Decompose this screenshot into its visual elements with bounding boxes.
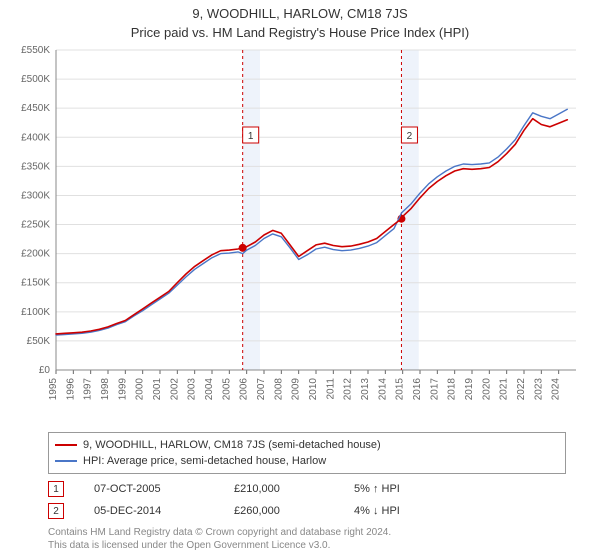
svg-text:2: 2 xyxy=(407,131,413,142)
legend-item: HPI: Average price, semi-detached house,… xyxy=(55,453,559,469)
event-date: 05-DEC-2014 xyxy=(94,505,204,517)
events-table: 1 07-OCT-2005 £210,000 5% ↑ HPI 2 05-DEC-2014… xyxy=(48,478,552,522)
svg-text:1995: 1995 xyxy=(48,378,59,401)
legend-swatch xyxy=(55,444,77,446)
svg-text:2015: 2015 xyxy=(395,378,406,401)
svg-text:2006: 2006 xyxy=(239,378,250,401)
legend-box: 9, WOODHILL, HARLOW, CM18 7JS (semi-deta… xyxy=(48,432,566,474)
svg-text:2023: 2023 xyxy=(533,378,544,401)
svg-text:2008: 2008 xyxy=(273,378,284,401)
legend-swatch xyxy=(55,460,77,462)
svg-text:2014: 2014 xyxy=(377,378,388,401)
footnote-line2: This data is licensed under the Open Gov… xyxy=(48,539,552,552)
svg-text:2004: 2004 xyxy=(204,378,215,401)
svg-text:£500K: £500K xyxy=(21,74,50,85)
svg-text:1998: 1998 xyxy=(100,378,111,401)
svg-text:2011: 2011 xyxy=(325,378,336,400)
svg-text:£100K: £100K xyxy=(21,307,50,318)
legend-label: HPI: Average price, semi-detached house,… xyxy=(83,453,326,469)
svg-text:2017: 2017 xyxy=(429,378,440,401)
svg-text:2016: 2016 xyxy=(412,378,423,401)
svg-text:2009: 2009 xyxy=(291,378,302,401)
event-badge: 1 xyxy=(48,481,64,497)
svg-text:1997: 1997 xyxy=(83,378,94,401)
footnote: Contains HM Land Registry data © Crown c… xyxy=(48,526,552,552)
event-date: 07-OCT-2005 xyxy=(94,483,204,495)
svg-text:2001: 2001 xyxy=(152,378,163,401)
svg-text:£400K: £400K xyxy=(21,132,50,143)
svg-text:2002: 2002 xyxy=(169,378,180,401)
event-badge: 2 xyxy=(48,503,64,519)
event-row: 1 07-OCT-2005 £210,000 5% ↑ HPI xyxy=(48,478,552,500)
footnote-line1: Contains HM Land Registry data © Crown c… xyxy=(48,526,552,539)
svg-text:2020: 2020 xyxy=(481,378,492,401)
svg-text:£300K: £300K xyxy=(21,190,50,201)
svg-text:1996: 1996 xyxy=(65,378,76,401)
svg-text:1: 1 xyxy=(248,131,254,142)
figure-root: 9, WOODHILL, HARLOW, CM18 7JS Price paid… xyxy=(0,0,600,560)
svg-text:£50K: £50K xyxy=(27,336,51,347)
svg-text:2022: 2022 xyxy=(516,378,527,401)
chart-area: £0 £50K £100K £150K £200K £250K £300K £350K £400… xyxy=(8,46,592,426)
event-row: 2 05-DEC-2014 £260,000 4% ↓ HPI xyxy=(48,500,552,522)
svg-text:2010: 2010 xyxy=(308,378,319,401)
svg-text:2000: 2000 xyxy=(135,378,146,401)
svg-text:£250K: £250K xyxy=(21,220,50,231)
svg-text:2005: 2005 xyxy=(221,378,232,401)
svg-text:2021: 2021 xyxy=(499,378,510,401)
svg-text:2019: 2019 xyxy=(464,378,475,401)
svg-text:2024: 2024 xyxy=(551,378,562,401)
event-price: £260,000 xyxy=(234,505,324,517)
event-delta: 5% ↑ HPI xyxy=(354,483,552,495)
svg-text:£200K: £200K xyxy=(21,249,50,260)
legend-item: 9, WOODHILL, HARLOW, CM18 7JS (semi-deta… xyxy=(55,437,559,453)
chart-svg: £0 £50K £100K £150K £200K £250K £300K £350K £400… xyxy=(8,46,592,426)
event-price: £210,000 xyxy=(234,483,324,495)
legend-label: 9, WOODHILL, HARLOW, CM18 7JS (semi-deta… xyxy=(83,437,381,453)
svg-text:2003: 2003 xyxy=(187,378,198,401)
event-delta: 4% ↓ HPI xyxy=(354,505,552,517)
svg-text:£0: £0 xyxy=(39,365,51,376)
title-address: 9, WOODHILL, HARLOW, CM18 7JS xyxy=(0,0,600,21)
svg-text:£450K: £450K xyxy=(21,103,50,114)
title-subtitle: Price paid vs. HM Land Registry's House … xyxy=(0,21,600,40)
svg-text:2013: 2013 xyxy=(360,378,371,401)
svg-text:£150K: £150K xyxy=(21,278,50,289)
svg-text:£550K: £550K xyxy=(21,46,50,56)
svg-text:1999: 1999 xyxy=(117,378,128,401)
svg-text:2012: 2012 xyxy=(343,378,354,401)
svg-text:2018: 2018 xyxy=(447,378,458,401)
svg-text:2007: 2007 xyxy=(256,378,267,401)
svg-text:£350K: £350K xyxy=(21,161,50,172)
